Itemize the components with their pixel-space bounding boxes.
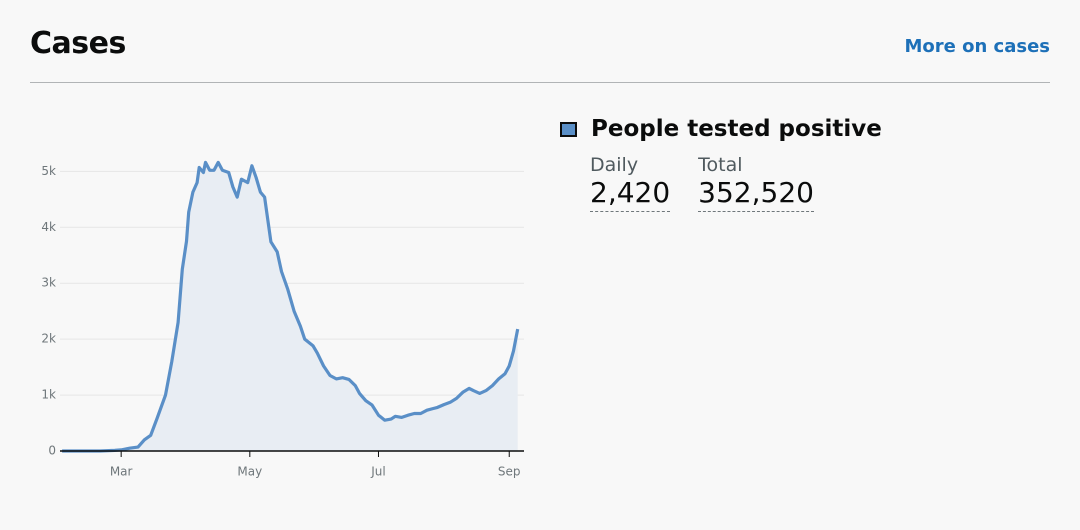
stat-label: Total (698, 154, 743, 176)
y-tick-label: 5k (41, 164, 56, 178)
y-tick-label: 2k (41, 332, 56, 346)
divider (30, 82, 1050, 83)
page-title: Cases (30, 26, 126, 61)
legend-label: People tested positive (591, 116, 882, 142)
legend-swatch (560, 121, 577, 137)
stat-label: Daily (590, 154, 639, 176)
y-tick-label: 1k (41, 388, 56, 402)
stats: Daily 2,420 Total 352,520 (590, 154, 882, 212)
x-tick-label: May (237, 465, 262, 479)
line (62, 160, 520, 453)
stat-daily: Daily 2,420 (590, 154, 671, 212)
y-tick-label: 3k (41, 276, 56, 290)
y-tick-label: 4k (41, 220, 56, 234)
x-tick-label: Sep (498, 465, 521, 479)
stat-total: Total 352,520 (698, 154, 814, 212)
more-link[interactable]: More on cases (904, 36, 1050, 57)
stat-value[interactable]: 2,420 (590, 176, 671, 212)
legend: People tested positive Daily 2,420 Total… (560, 116, 882, 212)
stat-value[interactable]: 352,520 (698, 176, 814, 212)
y-tick-label: 0 (48, 444, 56, 458)
legend-entry: People tested positive (560, 116, 882, 142)
chart: 0 1k 2k 3k 4k 5k Mar May Jul Sep (41, 160, 524, 479)
area (62, 162, 518, 451)
x-tick-label: Mar (110, 465, 133, 479)
x-tick-label: Jul (370, 465, 385, 479)
